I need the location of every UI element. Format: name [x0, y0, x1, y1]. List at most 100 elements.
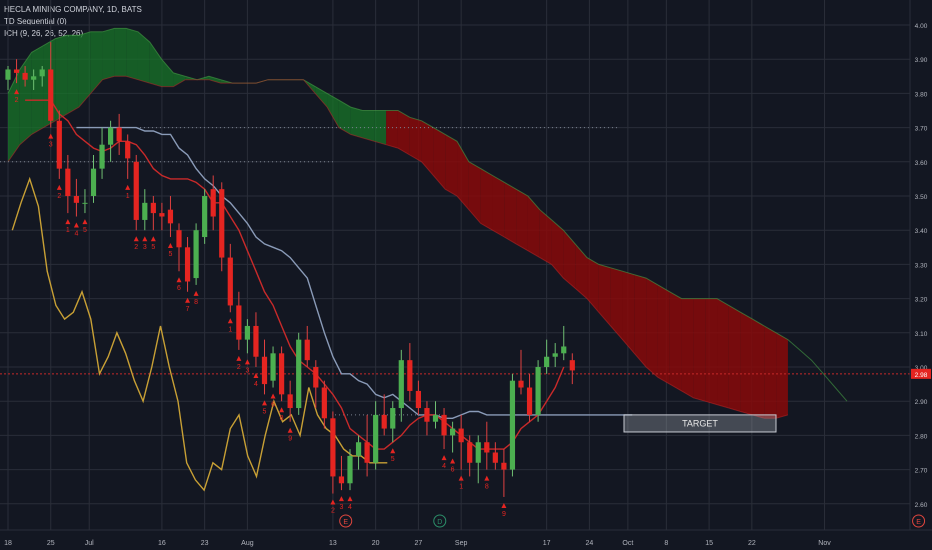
cloud-segment	[622, 271, 635, 354]
cloud-segment	[149, 42, 162, 87]
td-arrow-up	[244, 359, 250, 365]
candle-body	[561, 346, 567, 354]
td-arrow-up	[270, 393, 276, 399]
td-count-label: 3	[143, 244, 147, 251]
candle-body	[544, 356, 550, 367]
td-count-label: 5	[391, 456, 395, 463]
price-axis-tick: 3.60	[915, 160, 928, 167]
time-axis-tick: 20	[372, 540, 380, 547]
current-price-badge	[911, 368, 931, 379]
cloud-segment	[776, 332, 788, 419]
cloud-upper-edge	[7, 27, 848, 402]
td-count-label: 2	[57, 193, 61, 200]
td-arrow-up	[65, 219, 71, 225]
candle-body	[501, 462, 507, 470]
candle-body	[219, 189, 225, 258]
candle-body	[167, 209, 174, 224]
candle-body	[210, 189, 216, 217]
td-count-label: 5	[151, 244, 155, 251]
time-axis-tick: 27	[415, 540, 423, 547]
cloud-segment	[362, 110, 375, 142]
td-arrow-up	[14, 89, 20, 95]
td-arrow-up	[484, 475, 490, 481]
td-count-label: 5	[168, 251, 172, 258]
cloud-segment	[421, 120, 434, 176]
td-count-label: 6	[177, 285, 181, 292]
cloud-segment	[137, 31, 150, 84]
event-marker-label: D	[437, 519, 442, 526]
time-axis-tick: Oct	[622, 540, 633, 547]
td-count-label: 4	[442, 463, 446, 470]
time-axis-tick: 15	[705, 540, 713, 547]
td-arrow-up	[390, 448, 396, 454]
candle-body	[432, 414, 439, 422]
cloud-segment	[587, 257, 599, 313]
price-axis-tick: 3.20	[915, 297, 928, 304]
cloud-segment	[764, 325, 777, 419]
cloud-segment	[740, 312, 753, 415]
td-arrow-up	[441, 455, 447, 461]
cloud-segment	[327, 93, 339, 128]
candle-body	[492, 452, 498, 463]
td-arrow-up	[48, 133, 54, 139]
time-axis-tick: 22	[748, 540, 756, 547]
td-count-label: 4	[348, 504, 352, 511]
time-axis-tick: 8	[664, 540, 668, 547]
candle-body	[202, 196, 208, 238]
chart-legend: HECLA MINING COMPANY, 1D, BATS TD Sequen…	[4, 4, 142, 40]
td-arrow-up	[193, 290, 199, 296]
td-arrow-up	[262, 400, 267, 406]
candle-body	[330, 418, 336, 477]
candle-body	[296, 339, 302, 409]
candle-body	[133, 161, 139, 220]
td-count-label: 7	[186, 306, 190, 313]
price-axis-tick: 3.40	[915, 228, 928, 235]
td-count-label: 6	[451, 467, 455, 474]
cloud-segment	[78, 31, 91, 108]
candle-body	[108, 127, 114, 145]
td-count-label: 8	[280, 415, 284, 422]
conversion-line	[25, 99, 565, 450]
candle-body	[535, 367, 541, 415]
cloud-segment	[516, 189, 528, 251]
cloud-segment	[445, 134, 458, 196]
td-arrow-up	[73, 222, 79, 228]
candle-body	[355, 442, 362, 456]
event-marker	[433, 514, 447, 528]
cloud-segment	[539, 209, 552, 265]
td-count-label: 8	[194, 299, 198, 306]
candle-body	[313, 367, 319, 388]
candle-body	[99, 144, 105, 169]
target-box	[623, 414, 777, 433]
td-count-label: 4	[254, 381, 258, 388]
current-price-label: 2.98	[915, 372, 928, 379]
candle-body	[279, 353, 285, 395]
td-arrow-up	[176, 277, 182, 283]
cloud-segment	[173, 72, 186, 87]
symbol-title: HECLA MINING COMPANY, 1D, BATS	[4, 5, 142, 14]
candle-body	[184, 247, 191, 282]
cloud-lower-edge	[7, 75, 789, 419]
candle-body	[373, 414, 379, 463]
cloud-segment	[527, 196, 540, 258]
base-line	[76, 126, 633, 419]
candle-body	[338, 476, 345, 484]
td-arrow-up	[185, 297, 191, 303]
td-arrow-up	[150, 236, 156, 242]
candle-body	[56, 120, 62, 169]
price-axis-tick: 3.90	[915, 57, 928, 64]
cloud-segment	[598, 264, 611, 326]
cloud-segment	[705, 298, 718, 405]
candle-body	[236, 305, 242, 340]
td-count-label: 2	[134, 244, 138, 251]
candle-body	[484, 442, 490, 453]
td-count-label: 8	[485, 484, 489, 491]
td-count-label: 6	[271, 402, 275, 409]
candle-body	[48, 69, 54, 121]
candle-body	[364, 442, 370, 463]
candle-body	[450, 428, 456, 436]
cloud-segment	[717, 298, 729, 409]
candle-body	[261, 356, 268, 385]
td-arrow-up	[279, 407, 285, 413]
